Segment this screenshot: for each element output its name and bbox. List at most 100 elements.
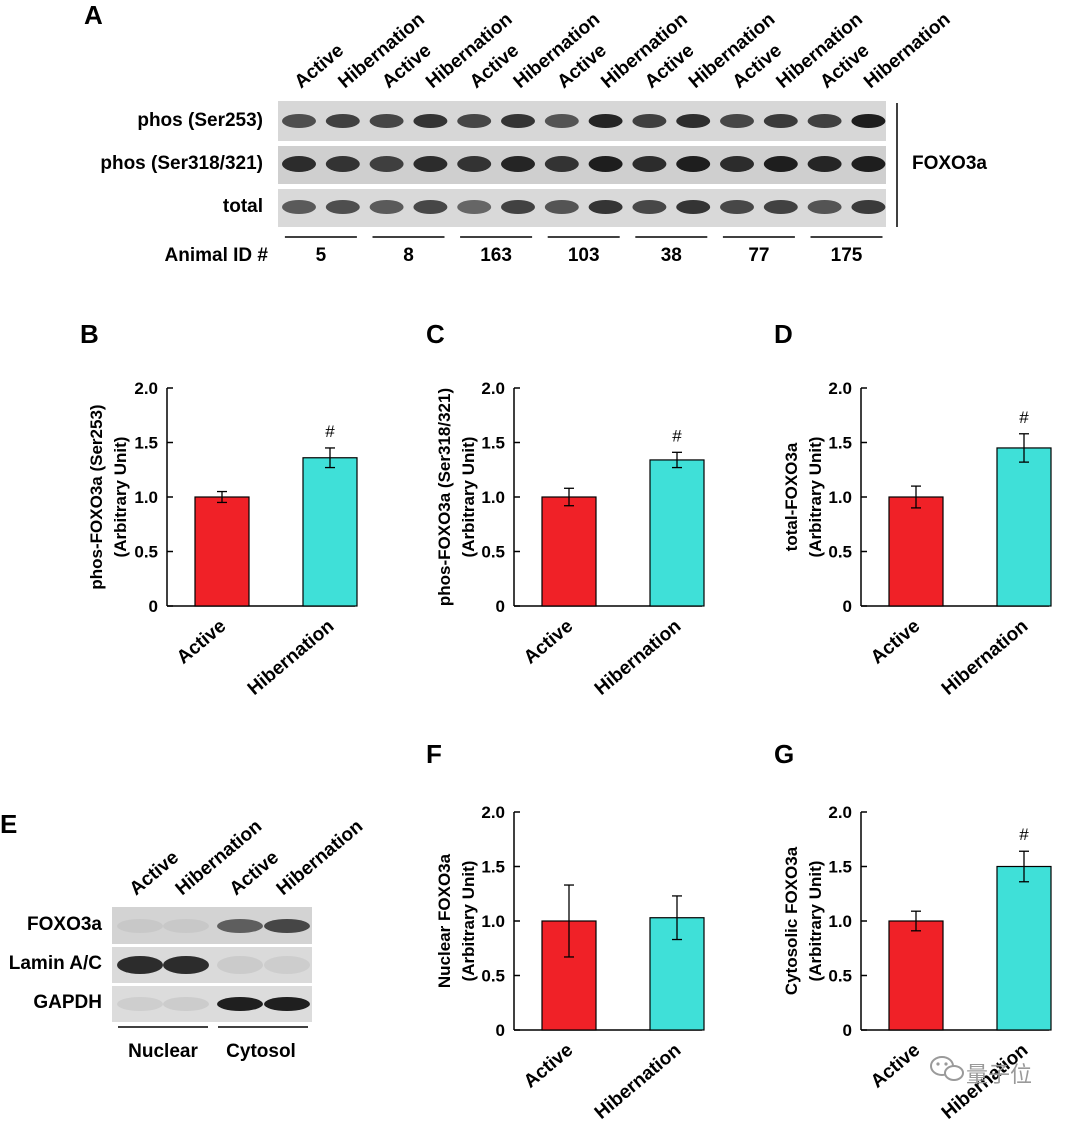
- blot-a-protein-label: FOXO3a: [912, 153, 987, 174]
- blot-e-band-lamin: [217, 956, 263, 974]
- blot-a-band-total: [763, 200, 798, 214]
- y-tick-label: 1.0: [828, 912, 852, 931]
- blot-a-band-ser318: [282, 156, 316, 172]
- blot-a: ActiveHibernationActiveHibernationActive…: [100, 9, 987, 266]
- x-category-label: Active: [520, 1040, 577, 1093]
- blot-a-animal-id: 163: [480, 245, 512, 266]
- blot-a-band-total: [325, 200, 360, 214]
- blot-a-bands: [282, 114, 886, 214]
- blot-a-band-ser318: [763, 156, 798, 172]
- blot-e-band-foxo3a: [217, 919, 263, 933]
- watermark-text: 量子位: [966, 1062, 1032, 1087]
- panel-label-g: G: [774, 739, 794, 769]
- y-tick-label: 1.0: [481, 488, 505, 507]
- blot-a-band-ser253: [544, 114, 579, 128]
- y-tick-label: 0.5: [481, 967, 505, 986]
- panel-label-b: B: [80, 319, 99, 349]
- y-tick-label: 0: [843, 1021, 852, 1040]
- y-tick-label: 0: [496, 1021, 505, 1040]
- blot-e-band-foxo3a: [163, 919, 209, 933]
- x-category-label: Hibernation: [591, 1040, 685, 1124]
- x-category-label: Hibernation: [591, 616, 685, 700]
- blot-e-row-foxo3a: FOXO3a: [27, 914, 102, 935]
- blot-a-animal-id: 103: [568, 245, 600, 266]
- significance-marker: #: [672, 426, 682, 445]
- y-tick-label: 2.0: [481, 803, 505, 822]
- y-tick-label: 0.5: [481, 543, 505, 562]
- significance-marker: #: [325, 422, 335, 441]
- y-tick-label: 2.0: [134, 379, 158, 398]
- blot-a-band-ser253: [632, 114, 667, 128]
- y-tick-label: 2.0: [481, 379, 505, 398]
- blot-a-band-total: [501, 200, 535, 214]
- blot-e-band-lamin: [163, 956, 209, 974]
- significance-marker: #: [1019, 408, 1029, 427]
- blot-a-band-ser318: [676, 156, 711, 172]
- chart-b: 0 0.5 1.0 1.5 2.0 phos-FOXO3a (Ser253) (Arbitr…: [87, 379, 358, 700]
- blot-e-band-foxo3a: [117, 919, 163, 933]
- y-axis-label-unit: (Arbitrary Unit): [806, 861, 825, 982]
- blot-a-band-ser318: [457, 156, 492, 172]
- blot-a-band-ser318: [632, 156, 667, 172]
- blot-a-animal-label: Animal ID #: [165, 245, 269, 266]
- y-tick-label: 0.5: [828, 543, 852, 562]
- y-axis-label: total-FOXO3a: [782, 442, 801, 551]
- bar-hibernation: [996, 865, 1052, 1031]
- blot-a-band-ser318: [851, 156, 886, 172]
- x-category-label: Active: [867, 616, 924, 669]
- bar-hibernation: [996, 447, 1052, 607]
- blot-a-band-ser253: [851, 114, 886, 128]
- y-axis-label-unit: (Arbitrary Unit): [806, 437, 825, 558]
- blot-a-band-ser253: [720, 114, 754, 128]
- panel-label-e: E: [0, 809, 17, 839]
- y-tick-label: 0: [149, 597, 158, 616]
- bar-active: [194, 496, 250, 607]
- blot-e-band-gapdh: [217, 997, 263, 1011]
- panel-label-f: F: [426, 739, 442, 769]
- blot-a-row-ser253: phos (Ser253): [137, 110, 263, 131]
- blot-a-band-ser253: [676, 114, 711, 128]
- bar-hibernation: [302, 457, 358, 607]
- blot-e-row-lamin: Lamin A/C: [9, 953, 103, 974]
- blot-a-band-total: [282, 200, 316, 214]
- blot-a-animal-ids: 5 8 163 103 38 77 175: [284, 236, 883, 266]
- blot-a-band-ser253: [588, 114, 623, 128]
- blot-a-band-ser253: [807, 114, 842, 128]
- y-axis-label: phos-FOXO3a (Ser318/321): [435, 388, 454, 606]
- y-tick-label: 1.0: [481, 912, 505, 931]
- chart-f: 0 0.5 1.0 1.5 2.0 Nuclear FOXO3a (Arbitrary Un…: [435, 803, 705, 1124]
- y-tick-label: 0: [843, 597, 852, 616]
- blot-a-animal-id: 5: [316, 245, 327, 266]
- y-tick-label: 0.5: [828, 967, 852, 986]
- y-tick-label: 1.0: [134, 488, 158, 507]
- blot-a-band-ser318: [720, 156, 754, 172]
- blot-a-row-total: total: [223, 196, 263, 217]
- blot-a-band-ser253: [282, 114, 316, 128]
- bar-active: [888, 496, 944, 607]
- y-tick-label: 1.5: [828, 434, 852, 453]
- blot-a-band-total: [720, 200, 754, 214]
- significance-marker: #: [1019, 825, 1029, 844]
- chart-d: 0 0.5 1.0 1.5 2.0 total-FOXO3a (Arbitrary Unit…: [782, 379, 1052, 700]
- y-tick-label: 1.5: [481, 858, 505, 877]
- y-axis-label-unit: (Arbitrary Unit): [459, 861, 478, 982]
- blot-a-band-ser318: [807, 156, 842, 172]
- y-tick-label: 1.5: [134, 434, 158, 453]
- x-category-label: Hibernation: [938, 616, 1032, 700]
- y-tick-label: 1.5: [481, 434, 505, 453]
- panel-label-c: C: [426, 319, 445, 349]
- y-tick-label: 0: [496, 597, 505, 616]
- blot-a-band-ser318: [544, 156, 579, 172]
- blot-e-band-gapdh: [117, 997, 163, 1011]
- blot-a-band-ser318: [369, 156, 404, 172]
- panel-label-d: D: [774, 319, 793, 349]
- blot-a-band-total: [807, 200, 842, 214]
- blot-a-band-ser253: [763, 114, 798, 128]
- chart-c: 0 0.5 1.0 1.5 2.0 phos-FOXO3a (Ser318/321) (Ar…: [435, 379, 705, 700]
- wechat-icon: [930, 1056, 964, 1081]
- blot-e-band-gapdh: [264, 997, 310, 1011]
- blot-e-band-lamin: [264, 956, 310, 974]
